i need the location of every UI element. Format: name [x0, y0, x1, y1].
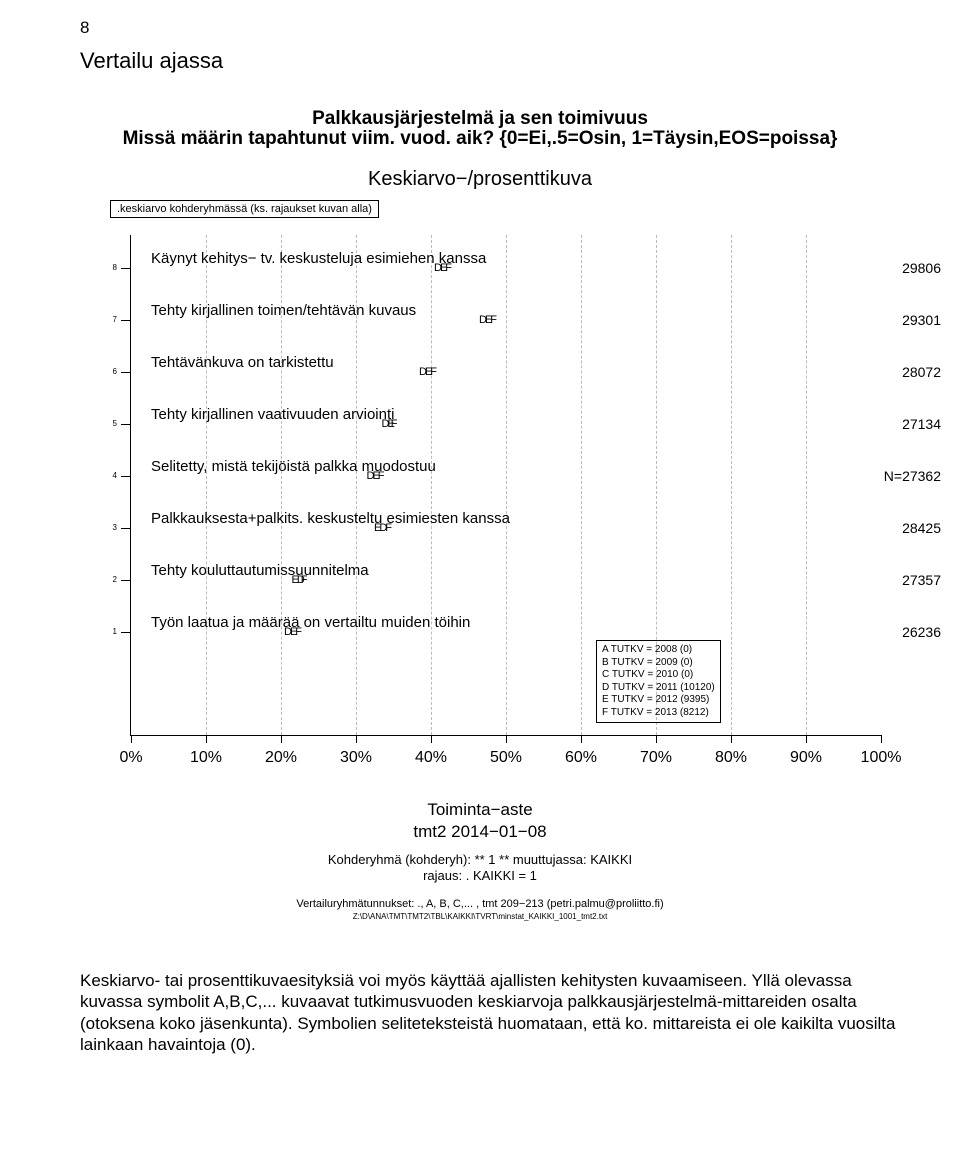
series-markers: DEF [434, 262, 450, 274]
x-tick-label: 80% [715, 749, 747, 767]
row-n: 28425 [902, 520, 941, 536]
series-markers: DEF [419, 366, 435, 378]
y-tick-label: 6 [103, 367, 117, 376]
marker-F: F [385, 522, 392, 534]
chart-plot: 0%10%20%30%40%50%60%70%80%90%100%8Käynyt… [90, 235, 880, 795]
y-tick [121, 372, 131, 373]
marker-F: F [430, 366, 437, 378]
series-markers: EDF [374, 522, 390, 534]
row-n: 29806 [902, 260, 941, 276]
x-tick-label: 20% [265, 749, 297, 767]
marker-F: F [445, 262, 452, 274]
source-path: Z:\D\ANA\TMT\TMT2\TBL\KAIKKI\TVRT\minsta… [0, 912, 960, 921]
x-tick [131, 735, 132, 743]
row-n: 27357 [902, 572, 941, 588]
marker-F: F [490, 314, 497, 326]
row-label: Palkkauksesta+palkits. keskusteltu esimi… [151, 510, 510, 527]
x-tick-label: 10% [190, 749, 222, 767]
x-tick-label: 60% [565, 749, 597, 767]
row-n: 29301 [902, 312, 941, 328]
row-label: Tehty kirjallinen vaativuuden arviointi [151, 406, 394, 423]
x-tick-label: 50% [490, 749, 522, 767]
series-markers: DEF [479, 314, 495, 326]
x-tick-label: 90% [790, 749, 822, 767]
row-n: N=27362 [884, 468, 941, 484]
y-tick [121, 424, 131, 425]
legend-line: D TUTKV = 2011 (10120) [602, 682, 715, 695]
y-tick [121, 476, 131, 477]
y-tick [121, 632, 131, 633]
series-markers: DEF [367, 470, 383, 482]
x-tick [281, 735, 282, 743]
row-label: Työn laatua ja määrää on vertailtu muide… [151, 614, 470, 631]
comparison-groups: Vertailuryhmätunnukset: ., A, B, C,... ,… [0, 898, 960, 910]
series-markers: ED F [292, 574, 306, 586]
x-tick [431, 735, 432, 743]
y-tick-label: 4 [103, 471, 117, 480]
y-tick-label: 8 [103, 263, 117, 272]
section-heading: Vertailu ajassa [80, 48, 223, 74]
y-tick-label: 1 [103, 627, 117, 636]
gridline [506, 235, 507, 735]
document-page: 8 Vertailu ajassa Palkkausjärjestelmä ja… [0, 0, 960, 1156]
legend-line: B TUTKV = 2009 (0) [602, 657, 715, 670]
x-tick [506, 735, 507, 743]
gridline [731, 235, 732, 735]
y-tick-label: 2 [103, 575, 117, 584]
row-n: 27134 [902, 416, 941, 432]
filter-line-1: Kohderyhmä (kohderyh): ** 1 ** muuttujas… [0, 852, 960, 867]
x-tick-label: 40% [415, 749, 447, 767]
row-label: Tehty kouluttautumissuunnitelma [151, 562, 369, 579]
x-tick-label: 100% [861, 749, 902, 767]
legend-line: A TUTKV = 2008 (0) [602, 644, 715, 657]
row-n: 28072 [902, 364, 941, 380]
filter-line-2: rajaus: . KAIKKI = 1 [0, 868, 960, 883]
legend-line: E TUTKV = 2012 (9395) [602, 694, 715, 707]
y-tick-label: 3 [103, 523, 117, 532]
row-label: Tehty kirjallinen toimen/tehtävän kuvaus [151, 302, 416, 319]
marker-F: F [301, 574, 308, 586]
row-label: Selitetty, mistä tekijöistä palkka muodo… [151, 458, 436, 475]
x-tick-label: 30% [340, 749, 372, 767]
y-tick-label: 5 [103, 419, 117, 428]
page-number: 8 [80, 18, 89, 38]
legend-line: C TUTKV = 2010 (0) [602, 669, 715, 682]
marker-F: F [378, 470, 385, 482]
y-tick-label: 7 [103, 315, 117, 324]
x-tick [206, 735, 207, 743]
series-legend: A TUTKV = 2008 (0)B TUTKV = 2009 (0)C TU… [596, 640, 721, 723]
gridline [581, 235, 582, 735]
x-tick [656, 735, 657, 743]
y-tick [121, 528, 131, 529]
legend-top-box: .keskiarvo kohderyhmässä (ks. rajaukset … [110, 200, 379, 218]
x-axis-title: Toiminta−aste [0, 800, 960, 820]
chart-title: Keskiarvo−/prosenttikuva [0, 168, 960, 191]
y-tick [121, 320, 131, 321]
series-markers: DE F [382, 418, 396, 430]
legend-line: F TUTKV = 2013 (8212) [602, 707, 715, 720]
x-tick-label: 0% [119, 749, 142, 767]
row-n: 26236 [902, 624, 941, 640]
x-tick [581, 735, 582, 743]
legend-top-text: .keskiarvo kohderyhmässä (ks. rajaukset … [117, 203, 372, 215]
y-tick [121, 580, 131, 581]
row-label: Tehtävänkuva on tarkistettu [151, 354, 334, 371]
marker-F: F [295, 626, 302, 638]
x-tick [806, 735, 807, 743]
figure-title-line2: Missä määrin tapahtunut viim. vuod. aik?… [0, 128, 960, 150]
description-paragraph: Keskiarvo- tai prosenttikuvaesityksiä vo… [80, 970, 900, 1055]
plot-area: 0%10%20%30%40%50%60%70%80%90%100%8Käynyt… [130, 235, 881, 736]
figure-title-line1: Palkkausjärjestelmä ja sen toimivuus [0, 108, 960, 130]
series-markers: DEF [284, 626, 300, 638]
x-axis-subtitle: tmt2 2014−01−08 [0, 822, 960, 842]
y-tick [121, 268, 131, 269]
x-tick [356, 735, 357, 743]
gridline [806, 235, 807, 735]
marker-F: F [391, 418, 398, 430]
x-tick [731, 735, 732, 743]
x-tick-label: 70% [640, 749, 672, 767]
x-tick [881, 735, 882, 743]
gridline [431, 235, 432, 735]
